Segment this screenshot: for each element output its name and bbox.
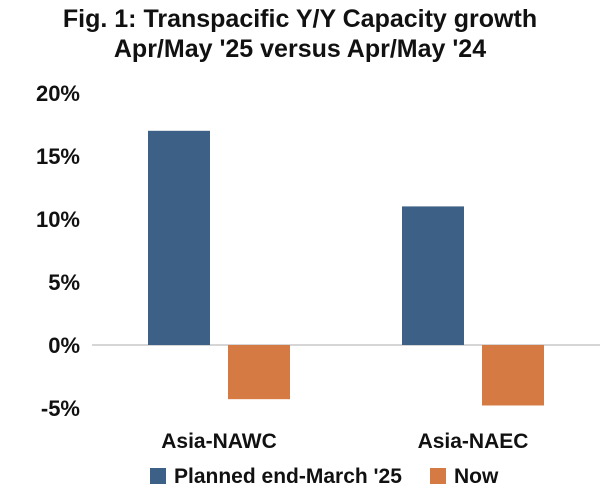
chart-title: Fig. 1: Transpacific Y/Y Capacity growth… [0, 4, 600, 64]
bar-now-0 [228, 345, 290, 400]
chart-title-line-1: Fig. 1: Transpacific Y/Y Capacity growth [62, 5, 538, 33]
y-tick-label: 0% [48, 333, 80, 358]
legend-item-planned-label: Planned end-March '25 [174, 465, 402, 488]
x-category-label: Asia-NAWC [161, 430, 277, 453]
y-tick-label: -5% [41, 396, 80, 421]
x-category-label: Asia-NAEC [418, 430, 529, 453]
bar-planned-1 [402, 206, 464, 345]
y-tick-label: 10% [36, 207, 80, 232]
chart-title-line-2: Apr/May '25 versus Apr/May '24 [113, 35, 487, 63]
legend-item-now-label: Now [454, 465, 499, 488]
legend-item-now-swatch [430, 468, 446, 484]
legend-item-planned-swatch [150, 468, 166, 484]
bar-planned-0 [148, 130, 210, 345]
bar-now-1 [482, 345, 544, 406]
y-tick-label: 15% [36, 144, 80, 169]
y-tick-label: 5% [48, 270, 80, 295]
y-tick-label: 20% [36, 81, 80, 106]
